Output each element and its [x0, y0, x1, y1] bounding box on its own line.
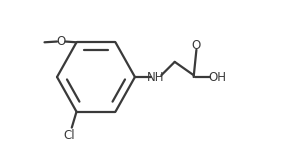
Text: Cl: Cl: [64, 129, 75, 142]
Text: O: O: [192, 39, 201, 53]
Text: NH: NH: [147, 71, 165, 83]
Text: OH: OH: [208, 71, 226, 83]
Text: O: O: [56, 35, 66, 48]
